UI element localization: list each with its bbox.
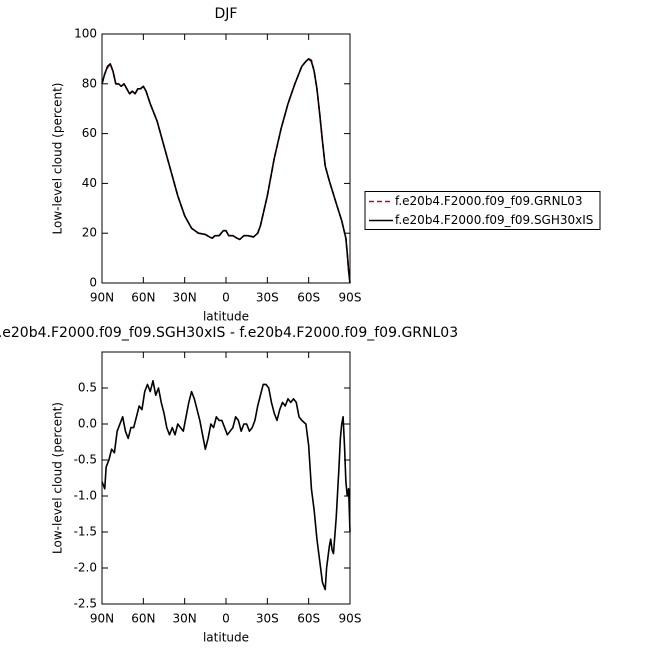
y-tick-label: 0: [89, 276, 97, 290]
x-tick-label: 60S: [297, 612, 320, 626]
y-axis-label: Low-level cloud (percent): [51, 402, 65, 554]
y-tick-label: 0.5: [78, 381, 97, 395]
y-tick-label: -0.5: [74, 453, 97, 467]
y-tick-label: 80: [82, 76, 97, 90]
x-tick-label: 60N: [131, 291, 155, 305]
y-tick-label: 0.0: [78, 417, 97, 431]
x-tick-label: 0: [222, 612, 230, 626]
plot-frame: [101, 33, 351, 284]
x-tick-label: 90S: [339, 291, 362, 305]
data-line: [101, 380, 351, 591]
x-tick-label: 30S: [256, 291, 279, 305]
data-line: [101, 58, 351, 284]
x-tick-label: 0: [222, 291, 230, 305]
y-tick-label: 60: [82, 126, 97, 140]
data-line: [101, 58, 351, 284]
x-tick-label: 30N: [173, 612, 197, 626]
x-tick-label: 30N: [173, 291, 197, 305]
x-tick-label: 90S: [339, 612, 362, 626]
chart-title: f.e20b4.F2000.f09_f09.SGH30xIS - f.e20b4…: [0, 325, 458, 341]
x-tick-label: 90N: [90, 291, 114, 305]
y-tick-label: 40: [82, 176, 97, 190]
y-tick-label: 100: [74, 27, 97, 41]
chart-title: DJF: [215, 6, 238, 22]
x-tick-label: 90N: [90, 612, 114, 626]
y-axis-label: Low-level cloud (percent): [51, 83, 65, 235]
legend-label: f.e20b4.F2000.f09_f09.SGH30xIS: [395, 213, 593, 227]
plot-frame: [101, 351, 351, 605]
y-tick-label: -1.0: [74, 489, 97, 503]
y-tick-label: -1.5: [74, 525, 97, 539]
x-axis-label: latitude: [203, 310, 249, 324]
legend-label: f.e20b4.F2000.f09_f09.GRNL03: [395, 194, 583, 208]
x-tick-label: 60S: [297, 291, 320, 305]
x-axis-label: latitude: [203, 631, 249, 645]
x-tick-label: 30S: [256, 612, 279, 626]
y-tick-label: 20: [82, 226, 97, 240]
y-tick-label: -2.0: [74, 561, 97, 575]
legend-box: [364, 191, 601, 230]
x-tick-label: 60N: [131, 612, 155, 626]
y-tick-label: -2.5: [74, 597, 97, 611]
